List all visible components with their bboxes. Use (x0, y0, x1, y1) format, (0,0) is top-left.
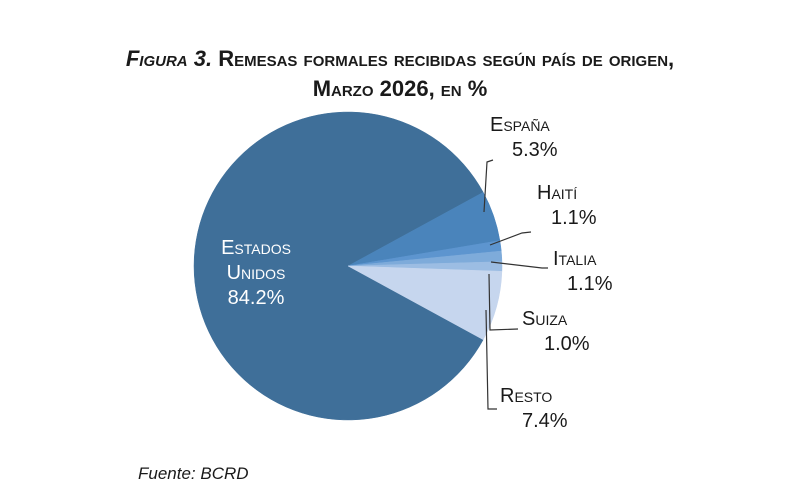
leader-line (483, 159, 494, 213)
slice-value: 84.2% (228, 287, 285, 309)
slice-value: 1.0% (544, 333, 590, 355)
slice-name: España (490, 114, 550, 136)
slice-label-suiza: Suiza 1.0% (488, 273, 590, 355)
pie-slice-estados-unidos (193, 111, 484, 421)
slice-label-estados-unidos: Estados Unidos 84.2% (221, 237, 291, 309)
slice-value: 1.1% (567, 273, 613, 295)
chart-title-line-2: Marzo 2026, en % (312, 76, 488, 101)
leader-line (488, 273, 519, 331)
slice-name: Estados (221, 237, 291, 259)
slice-label-italia: Italia 1.1% (490, 248, 613, 295)
slice-name: Haití (537, 182, 577, 204)
leader-line (489, 231, 532, 246)
slice-label-resto: Resto 7.4% (485, 309, 568, 432)
slice-value: 5.3% (512, 139, 558, 161)
leader-line (490, 261, 548, 269)
figure-number: Figura 3. (125, 46, 213, 71)
slice-name: Resto (500, 385, 552, 407)
chart-title-line-1: Figura 3. Remesas formales recibidas seg… (0, 46, 800, 72)
chart-title-text: Remesas formales recibidas según país de… (218, 46, 675, 71)
slice-label-espana: España 5.3% (483, 114, 558, 213)
slice-name: Unidos (227, 262, 286, 284)
pie-slice-resto (347, 265, 503, 341)
slice-name: Suiza (522, 308, 568, 330)
slice-name: Italia (553, 248, 597, 270)
slice-value: 7.4% (522, 410, 568, 432)
leader-line (485, 309, 497, 410)
source-note: Fuente: BCRD (138, 464, 249, 483)
slice-label-haiti: Haití 1.1% (489, 182, 597, 246)
slice-value: 1.1% (551, 207, 597, 229)
